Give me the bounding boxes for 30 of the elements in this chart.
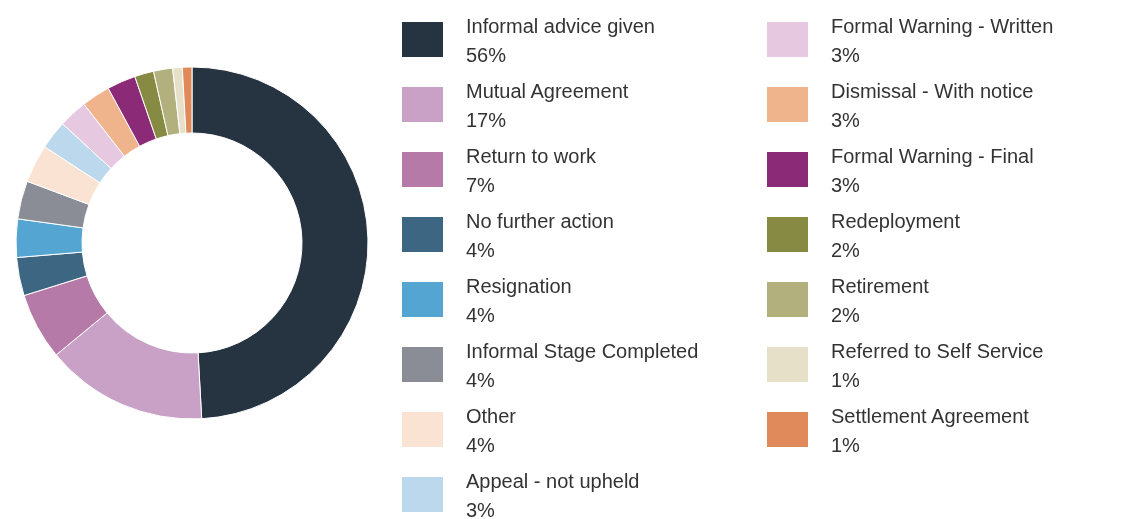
legend-label: Mutual Agreement	[466, 79, 629, 104]
legend-label: Appeal - not upheld	[466, 469, 640, 494]
data-label: 4%	[466, 238, 496, 263]
legend-label: No further action	[466, 209, 614, 234]
legend-label: Referred to Self Service	[831, 339, 1044, 364]
data-label: 17%	[466, 108, 508, 133]
data-label: 3%	[831, 43, 861, 68]
data-label: 4%	[466, 303, 496, 328]
legend-label: Other	[466, 404, 517, 429]
legend-label: Formal Warning - Written	[831, 14, 1054, 39]
data-label: 2%	[831, 238, 861, 263]
data-label: 3%	[831, 108, 861, 133]
data-label: 4%	[466, 433, 496, 458]
legend-label: Dismissal - With notice	[831, 79, 1034, 104]
legend-label: Informal advice given	[466, 14, 655, 39]
legend-label: Retirement	[831, 274, 929, 299]
legend-label: Redeployment	[831, 209, 960, 234]
data-label: 2%	[831, 303, 861, 328]
legend-label: Formal Warning - Final	[831, 144, 1034, 169]
data-label: 4%	[466, 368, 496, 393]
legend-label: Return to work	[466, 144, 597, 169]
legend-label: Informal Stage Completed	[466, 339, 699, 364]
data-label: 1%	[831, 368, 861, 393]
data-label: 3%	[831, 173, 861, 198]
data-label: 3%	[466, 498, 496, 519]
legend-label: Resignation	[466, 274, 572, 299]
data-label: 7%	[466, 173, 496, 198]
data-label: 1%	[831, 433, 861, 458]
data-label: 56%	[466, 43, 508, 68]
legend-label: Settlement Agreement	[831, 404, 1029, 429]
